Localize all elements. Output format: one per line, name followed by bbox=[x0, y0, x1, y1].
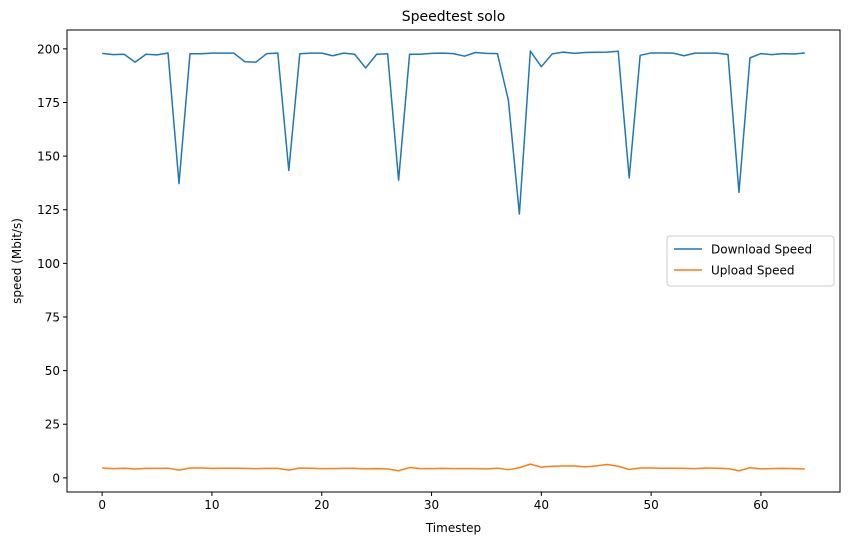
y-tick-label: 50 bbox=[45, 364, 60, 378]
legend-label-download: Download Speed bbox=[711, 243, 812, 257]
x-tick-label: 0 bbox=[98, 498, 106, 512]
y-tick-label: 150 bbox=[37, 150, 60, 164]
y-tick-label: 75 bbox=[45, 310, 60, 324]
x-tick-label: 50 bbox=[644, 498, 659, 512]
plot-frame bbox=[66, 29, 841, 493]
series-line-download-speed bbox=[102, 50, 805, 215]
x-tick-label: 30 bbox=[424, 498, 439, 512]
chart-title: Speedtest solo bbox=[402, 9, 506, 25]
y-tick-label: 100 bbox=[37, 257, 60, 271]
x-tick-label: 10 bbox=[204, 498, 219, 512]
x-axis-label: Timestep bbox=[425, 521, 481, 535]
series-line-upload-speed bbox=[102, 463, 805, 472]
legend-box bbox=[666, 235, 835, 287]
y-tick-label: 125 bbox=[37, 203, 60, 217]
y-tick-label: 200 bbox=[37, 42, 60, 56]
legend-label-upload: Upload Speed bbox=[711, 264, 794, 278]
y-tick-label: 0 bbox=[52, 471, 60, 485]
y-tick-label: 25 bbox=[45, 418, 60, 432]
x-tick-label: 60 bbox=[753, 498, 768, 512]
legend: Download Speed Upload Speed bbox=[666, 235, 835, 287]
axis-ticks: 0 10 20 30 40 50 60 0 25 50 75 100 125 150 175 200 bbox=[37, 42, 768, 512]
y-tick-label: 175 bbox=[37, 96, 60, 110]
x-tick-label: 20 bbox=[314, 498, 329, 512]
x-tick-label: 40 bbox=[534, 498, 549, 512]
y-axis-label: speed (Mbit/s) bbox=[10, 218, 24, 304]
series-lines bbox=[102, 50, 805, 472]
